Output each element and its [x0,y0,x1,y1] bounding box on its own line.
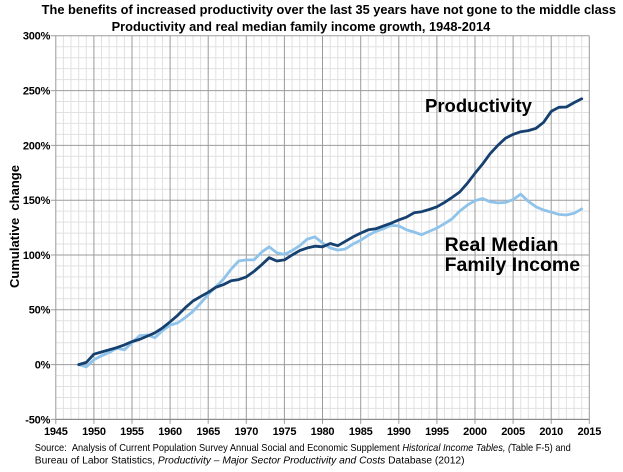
svg-text:The benefits of increased prod: The benefits of increased productivity o… [42,3,616,17]
svg-text:1950: 1950 [82,426,106,438]
svg-text:1955: 1955 [120,426,144,438]
svg-text:0%: 0% [35,360,51,372]
svg-text:1945: 1945 [44,426,68,438]
svg-text:Real Median: Real Median [445,234,559,256]
svg-text:1990: 1990 [387,426,411,438]
svg-text:250%: 250% [23,86,51,98]
svg-text:Family Income: Family Income [445,254,581,276]
svg-text:300%: 300% [23,31,51,43]
svg-text:1970: 1970 [234,426,258,438]
svg-text:2010: 2010 [539,426,563,438]
svg-text:2015: 2015 [577,426,601,438]
svg-text:Source: Analysis of Current P: Source: Analysis of Current Population S… [35,443,571,454]
svg-text:200%: 200% [23,140,51,152]
svg-text:1995: 1995 [425,426,449,438]
svg-text:Bureau of Labor Statistics, Pr: Bureau of Labor Statistics, Productivity… [35,456,465,467]
svg-text:50%: 50% [29,305,51,317]
svg-text:1985: 1985 [349,426,373,438]
svg-text:1975: 1975 [273,426,297,438]
svg-text:Productivity and real median f: Productivity and real median family inco… [112,20,491,34]
svg-text:1960: 1960 [158,426,182,438]
svg-text:-50%: -50% [25,414,50,426]
svg-text:100%: 100% [23,250,51,262]
svg-text:150%: 150% [23,195,51,207]
svg-text:2005: 2005 [501,426,525,438]
svg-text:2000: 2000 [463,426,487,438]
svg-text:Cumulative change: Cumulative change [7,165,22,288]
svg-text:Productivity: Productivity [425,95,533,116]
svg-text:1965: 1965 [196,426,220,438]
svg-text:1980: 1980 [311,426,335,438]
